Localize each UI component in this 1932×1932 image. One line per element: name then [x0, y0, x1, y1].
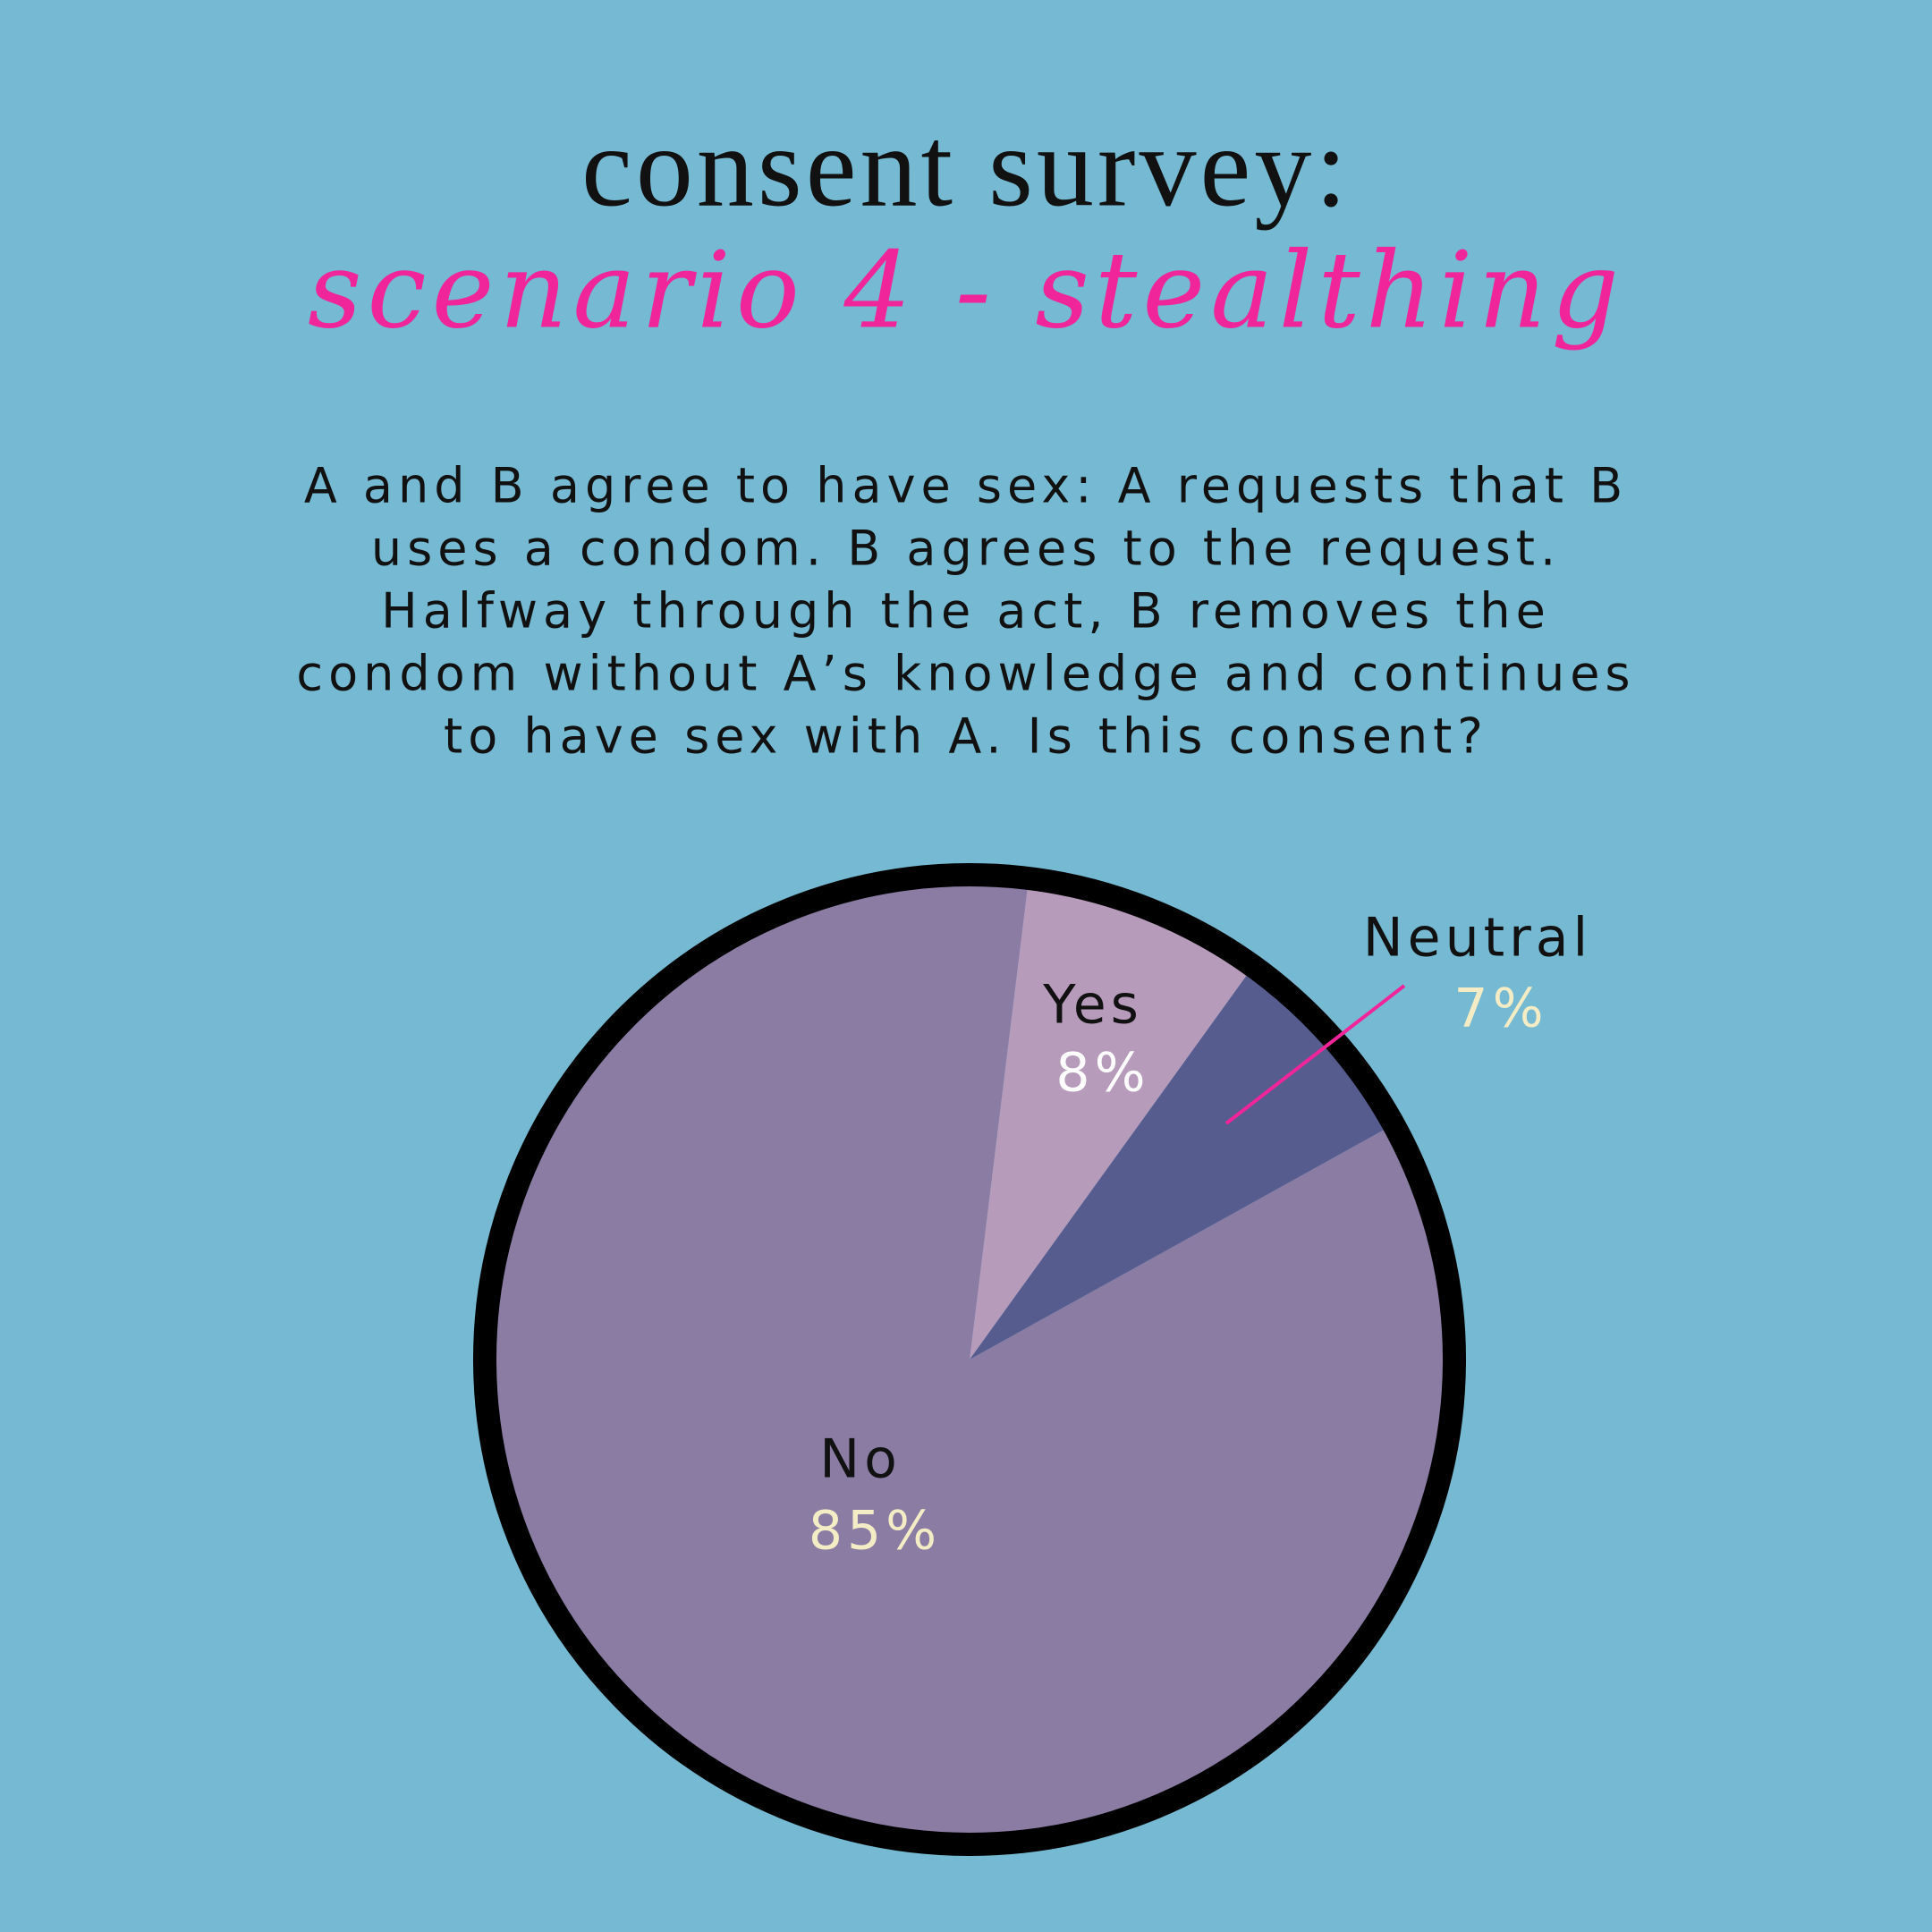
- pie-slice: [496, 886, 1444, 1835]
- pie-slice: [970, 975, 1385, 1360]
- chart-title: consent survey:: [581, 103, 1351, 230]
- description-line: condom without A’s knowledge and continu…: [296, 646, 1635, 702]
- description-line: Halfway through the act, B removes the: [381, 583, 1551, 640]
- description-line: A and B agree to have sex: A requests th…: [304, 458, 1628, 514]
- slice-value: 85%: [809, 1500, 941, 1563]
- leader-line: [1224, 984, 1406, 1125]
- slice-value: 8%: [1055, 1042, 1149, 1105]
- slice-name: Yes: [1042, 974, 1143, 1037]
- pie-border: [473, 863, 1466, 1856]
- slice-value: 7%: [1453, 978, 1547, 1040]
- pie-slice: [970, 888, 1248, 1360]
- description-line: to have sex with A. Is this consent?: [444, 708, 1488, 765]
- slice-name: No: [819, 1428, 902, 1491]
- chart-subtitle: scenario 4 - stealthing: [308, 229, 1624, 352]
- slice-name: Neutral: [1363, 907, 1592, 970]
- description-line: uses a condom. B agrees to the request.: [371, 521, 1561, 577]
